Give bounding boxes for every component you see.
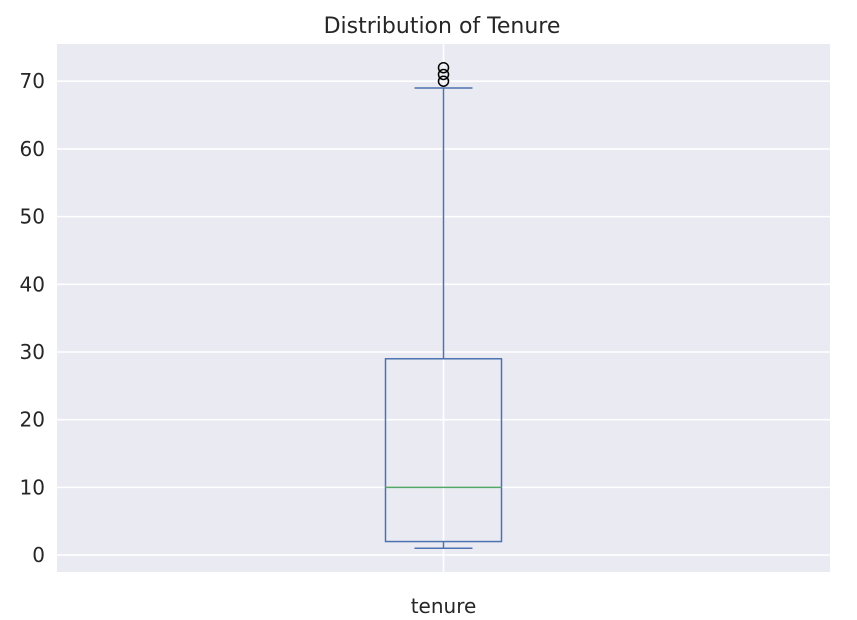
y-tick-label: 70: [20, 69, 45, 93]
y-tick-label: 50: [20, 205, 45, 229]
outlier-point: [437, 68, 450, 81]
chart-title: Distribution of Tenure: [324, 14, 561, 39]
y-tick-label: 0: [32, 543, 45, 567]
x-tick-label: tenure: [411, 594, 477, 618]
y-tick-label: 30: [20, 340, 45, 364]
x-axis-ticks: tenure: [411, 594, 477, 618]
y-tick-label: 60: [20, 137, 45, 161]
y-axis-ticks: 0 10 20 30 40 50 60 70: [20, 69, 45, 567]
outlier-point: [437, 75, 450, 87]
outlier-point: [437, 61, 450, 74]
box-iqr: [384, 358, 503, 543]
y-tick-label: 20: [20, 408, 45, 432]
y-tick-label: 10: [20, 475, 45, 499]
boxes: [384, 61, 503, 550]
y-tick-label: 40: [20, 272, 45, 296]
